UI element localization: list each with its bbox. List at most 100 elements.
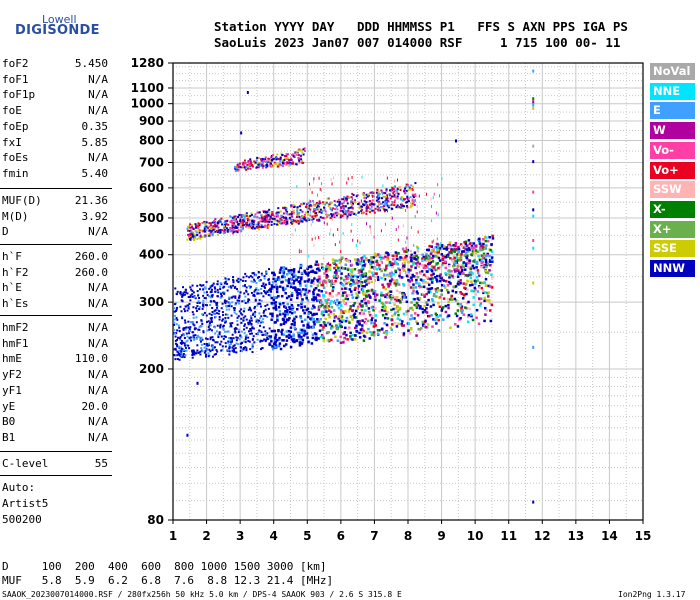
echo-point	[376, 332, 380, 336]
echo-point	[270, 214, 273, 217]
echo-point	[402, 199, 405, 202]
echo-point	[267, 278, 270, 281]
echo-point	[183, 308, 186, 311]
echo-point	[311, 269, 315, 273]
echo-point	[411, 317, 415, 320]
echo-point	[435, 263, 438, 266]
echo-point	[196, 381, 199, 385]
echo-point	[369, 330, 372, 334]
echo-point	[426, 276, 429, 279]
echo-point	[357, 271, 361, 274]
echo-point	[258, 299, 261, 302]
echo-point	[313, 306, 316, 309]
echo-point	[182, 352, 185, 355]
echo-point	[381, 283, 384, 287]
param-value: 20.0	[81, 399, 109, 413]
echo-point	[365, 212, 368, 215]
echo-point	[419, 272, 422, 275]
echo-point	[198, 231, 201, 234]
echo-point	[217, 336, 220, 339]
echo-point	[300, 294, 302, 298]
echo-point	[268, 327, 271, 330]
echo-point	[437, 266, 440, 270]
y-tick-label: 700	[139, 155, 164, 169]
echo-point	[265, 272, 268, 275]
echo-point	[316, 278, 319, 282]
echo-point	[358, 322, 361, 326]
echo-point	[347, 275, 351, 278]
echo-point	[223, 231, 226, 234]
echo-point	[365, 304, 368, 307]
echo-point	[231, 349, 234, 352]
echo-point	[303, 271, 307, 274]
echo-point	[224, 302, 227, 305]
echo-point	[477, 254, 480, 258]
echo-point	[210, 313, 213, 316]
echo-point	[303, 218, 306, 221]
echo-point	[314, 236, 316, 240]
echo-point	[407, 309, 410, 313]
echo-point	[301, 220, 304, 223]
echo-point	[430, 298, 434, 301]
echo-point	[225, 220, 228, 223]
echo-point	[374, 319, 377, 322]
echo-point	[198, 229, 201, 232]
echo-point	[356, 294, 359, 297]
x-tick-label: 13	[568, 529, 585, 543]
echo-point	[307, 265, 311, 269]
echo-point	[374, 278, 376, 282]
echo-point	[441, 257, 445, 261]
echo-point	[431, 240, 433, 244]
echo-point	[224, 345, 227, 348]
echo-point	[399, 301, 402, 304]
echo-point	[288, 333, 291, 337]
echo-point	[330, 324, 334, 328]
echo-point	[475, 308, 479, 312]
echo-point	[211, 306, 214, 309]
echo-point	[215, 229, 218, 232]
echo-point	[318, 218, 321, 221]
echo-point	[242, 214, 245, 217]
echo-point	[459, 303, 463, 306]
echo-point	[200, 229, 203, 232]
echo-point	[242, 221, 245, 224]
echo-point	[274, 279, 277, 283]
echo-point	[408, 185, 411, 188]
echo-point	[337, 198, 340, 201]
echo-point	[462, 282, 465, 285]
echo-point	[198, 328, 201, 331]
echo-point	[294, 152, 297, 155]
echo-point	[488, 285, 492, 288]
echo-point	[389, 197, 392, 200]
param-value: 5.450	[74, 57, 108, 70]
echo-point	[397, 283, 401, 286]
echo-point	[181, 354, 184, 357]
echo-point	[442, 261, 445, 265]
echo-point	[465, 292, 468, 296]
echo-point	[342, 207, 345, 210]
echo-point	[239, 229, 242, 232]
echo-point	[361, 304, 364, 307]
echo-point	[312, 317, 316, 321]
echo-point	[484, 291, 487, 294]
echo-point	[373, 211, 376, 214]
echo-point	[273, 215, 276, 218]
echo-point	[305, 332, 309, 335]
echo-point	[282, 288, 285, 291]
echo-point	[316, 203, 319, 206]
echo-point	[242, 348, 245, 351]
echo-point	[353, 338, 357, 341]
echo-point	[186, 238, 189, 241]
echo-point	[285, 161, 288, 164]
echo-point	[435, 290, 438, 294]
echo-point	[409, 188, 412, 191]
echo-point	[221, 223, 224, 226]
echo-point	[339, 335, 342, 339]
echo-point	[270, 217, 273, 220]
echo-point	[316, 206, 319, 209]
echo-point	[301, 151, 304, 154]
echo-point	[306, 299, 310, 302]
echo-point	[206, 320, 209, 323]
echo-point	[369, 199, 372, 202]
echo-point	[198, 223, 201, 226]
